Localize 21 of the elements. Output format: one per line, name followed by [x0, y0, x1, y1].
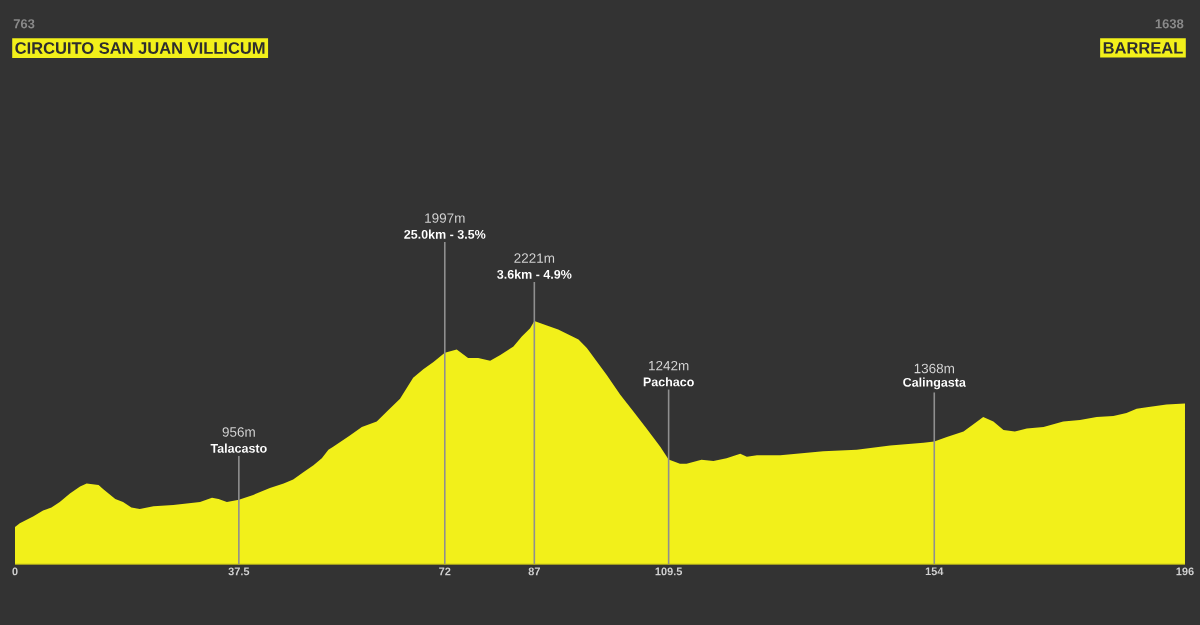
x-tick-label: 72 — [439, 567, 451, 576]
x-tick-label: 196 — [1176, 567, 1194, 576]
ref-line-label: 3.6km - 4.9% — [497, 269, 572, 279]
x-tick-label: 87 — [528, 567, 540, 576]
x-tick-label: 0 — [12, 567, 18, 576]
annotation: 956m — [222, 427, 255, 437]
text: 763 — [13, 19, 35, 29]
ref-line-label: Talacasto — [210, 443, 267, 453]
text: 2221m — [514, 253, 555, 263]
annotation: 1368m — [914, 363, 955, 374]
text: 1997m — [425, 213, 465, 223]
x-tick-label: 154 — [925, 567, 944, 576]
x-tick-label: 37.5 — [228, 567, 250, 576]
text: BARREAL — [1103, 42, 1183, 54]
text: CIRCUITO SAN JUAN VILLICUM — [15, 42, 265, 54]
ref-line-label: Pachaco — [643, 377, 694, 387]
ref-line-label: Calingasta — [903, 377, 966, 390]
annotation: 1242m — [649, 360, 689, 371]
text: 1638 — [1155, 19, 1184, 29]
x-tick-label: 109.5 — [655, 567, 683, 576]
ref-line-label: 25.0km - 3.5% — [404, 229, 486, 239]
